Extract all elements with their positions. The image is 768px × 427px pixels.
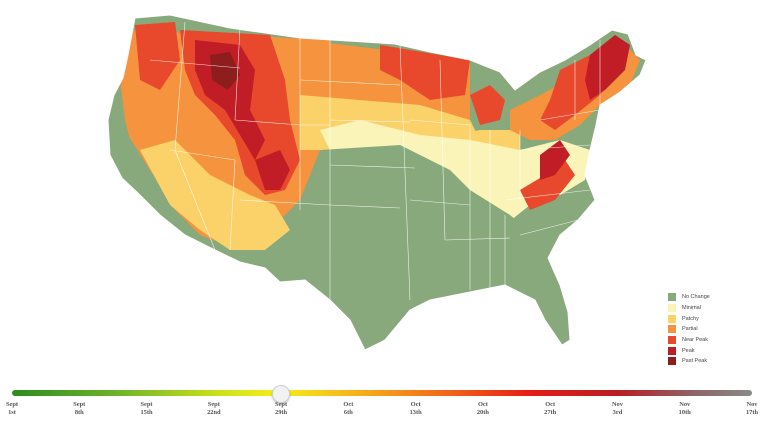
timeline-tick[interactable]: Sept 1st [0,401,32,417]
tick-day: 3rd [612,409,623,416]
legend-label: Minimal [682,305,701,312]
tick-day: 15th [140,409,153,416]
tick-day: 13th [409,409,422,416]
legend-swatch [668,336,676,345]
legend-item: No Change [668,292,748,303]
timeline-tick[interactable]: Oct 20th [463,401,503,417]
legend-label: No Change [682,294,710,301]
timeline-tick[interactable]: Sept 8th [59,401,99,417]
timeline-tick[interactable]: Oct 27th [530,401,570,417]
tick-month: Oct [410,401,421,408]
tick-month: Nov [746,401,758,408]
timeline-tick[interactable]: Sept 15th [127,401,167,417]
legend-swatch [668,346,676,355]
foliage-map: No Change Minimal Patchy Partial Near Peak Pe… [107,14,748,367]
tick-day: 29th [275,409,288,416]
slider-track[interactable] [12,390,752,396]
tick-month: Sept [140,401,153,408]
legend-swatch [668,314,676,323]
timeline-tick[interactable]: Nov 3rd [597,401,637,417]
legend-swatch [668,293,676,302]
legend-item: Patchy [668,313,748,324]
region-nochange-coast [108,120,215,250]
timeline-tick[interactable]: Oct 6th [328,401,368,417]
us-outline [107,14,647,351]
timeline-tick[interactable]: Oct 13th [396,401,436,417]
tick-day: 17th [745,409,759,416]
timeline-tick[interactable]: Nov 10th [665,401,705,417]
legend-swatch [668,325,676,334]
region-pastpeak-montana [210,52,240,90]
legend-item: Partial [668,324,748,335]
tick-day: 6th [343,409,353,416]
legend: No Change Minimal Patchy Partial Near Peak Pe… [668,292,748,367]
region-nearpeak-north [380,45,470,100]
tick-month: Sept [207,401,220,408]
timeline-tick[interactable]: Sept 22nd [194,401,234,417]
timeline-tick[interactable]: Sept 29th [261,401,301,417]
tick-month: Nov [611,401,623,408]
timeline-tick[interactable]: Nov 17th [732,401,768,417]
legend-item: Peak [668,345,748,356]
tick-month: Sept [5,401,19,408]
region-nearpeak-appalachia [520,160,575,210]
tick-day: 20th [476,409,489,416]
legend-label: Near Peak [682,337,708,344]
legend-label: Peak [682,347,695,354]
legend-item: Past Peak [668,356,748,367]
tick-month: Sept [275,401,288,408]
tick-month: Oct [343,401,354,408]
region-peak-wv [540,140,570,180]
region-nearpeak-michigan [470,85,505,125]
region-patchy-west [140,140,290,250]
us-foliage-map-svg [107,14,647,351]
legend-item: Near Peak [668,335,748,346]
legend-label: Patchy [682,315,699,322]
region-peak-maine-vermont [585,35,630,100]
tick-day: 22nd [207,409,221,416]
slider-thumb[interactable] [272,385,291,403]
tick-day: 10th [678,409,691,416]
legend-label: Past Peak [682,358,708,365]
timeline-slider[interactable]: Sept 1st Sept 8th Sept 15th Sept 22nd Sept 29th Oc… [0,380,768,427]
tick-month: Oct [477,401,488,408]
state-borders [149,21,601,301]
tick-month: Nov [679,401,691,408]
tick-day: 8th [74,409,84,416]
legend-item: Minimal [668,303,748,314]
tick-month: Sept [73,401,86,408]
region-peak-colorado [255,150,290,190]
tick-month: Oct [545,401,556,408]
tick-day: 27th [544,409,557,416]
legend-swatch [668,357,676,366]
tick-day: 1st [8,409,16,416]
legend-swatch [668,304,676,313]
legend-label: Partial [682,326,698,333]
region-nearpeak-cascades [135,22,180,90]
